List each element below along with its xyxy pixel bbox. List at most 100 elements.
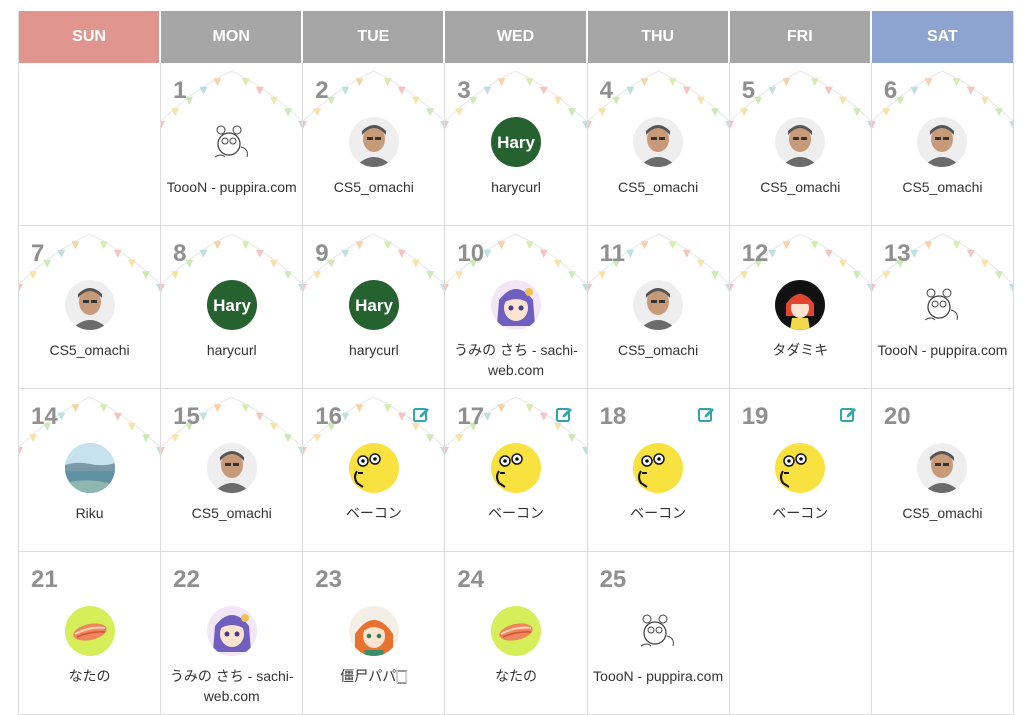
bacon-face-icon[interactable] bbox=[775, 443, 826, 493]
author-name[interactable]: CS5_omachi bbox=[49, 342, 130, 358]
author-name[interactable]: うみの さち - sachi-web.com bbox=[169, 668, 294, 704]
author-name[interactable]: なたの bbox=[68, 668, 111, 684]
day-cell[interactable]: 25 ToooN - puppira.com bbox=[587, 552, 730, 715]
bunting-decoration bbox=[871, 233, 1013, 292]
author-name[interactable]: ベーコン bbox=[630, 505, 687, 521]
author-name[interactable]: harycurl bbox=[206, 342, 257, 358]
doodle-icon[interactable] bbox=[917, 280, 968, 330]
day-cell[interactable]: 10 うみの さち - sachi-web.com bbox=[445, 226, 588, 389]
author-name[interactable]: ベーコン bbox=[772, 505, 829, 521]
author-name[interactable]: CS5_omachi bbox=[191, 505, 272, 521]
day-cell[interactable]: 24 なたの bbox=[445, 552, 588, 715]
day-cell[interactable]: 6 CS5_omachi bbox=[871, 63, 1014, 226]
edit-icon[interactable] bbox=[697, 405, 715, 423]
day-number: 10 bbox=[457, 240, 485, 267]
day-cell[interactable]: 16 ベーコン bbox=[303, 389, 446, 552]
doodle-icon[interactable] bbox=[633, 606, 684, 656]
author-name[interactable]: うみの さち - sachi-web.com bbox=[454, 342, 578, 378]
author-name[interactable]: Riku bbox=[75, 505, 104, 521]
doodle-icon[interactable] bbox=[206, 117, 257, 167]
red-hair-icon[interactable] bbox=[775, 280, 826, 330]
day-number: 22 bbox=[173, 566, 200, 593]
author-name[interactable]: 僵尸パパ🀆 bbox=[340, 668, 408, 684]
day-cell[interactable]: 17 ベーコン bbox=[445, 389, 588, 552]
man-icon[interactable] bbox=[917, 443, 968, 493]
bunting-decoration bbox=[303, 396, 445, 455]
hary-icon[interactable]: Hary bbox=[206, 280, 257, 330]
day-cell[interactable]: 11 CS5_omachi bbox=[587, 226, 730, 389]
author-name[interactable]: harycurl bbox=[491, 179, 541, 195]
hary-icon[interactable]: Hary bbox=[348, 280, 399, 330]
orange-hair-icon[interactable] bbox=[348, 606, 399, 656]
author-name[interactable]: CS5_omachi bbox=[760, 179, 841, 195]
anime-girl-icon[interactable] bbox=[206, 606, 257, 656]
day-cell[interactable]: 13 ToooN - puppira.com bbox=[871, 226, 1014, 389]
day-cell[interactable]: 3 Hary harycurl bbox=[445, 63, 588, 226]
day-cell[interactable]: 19 ベーコン bbox=[729, 389, 872, 552]
hary-icon[interactable]: Hary bbox=[490, 117, 541, 167]
author-name[interactable]: タダミキ bbox=[772, 342, 829, 358]
day-cell[interactable]: 12 タダミキ bbox=[729, 226, 872, 389]
bacon-face-icon[interactable] bbox=[348, 443, 399, 493]
author-name[interactable]: ToooN - puppira.com bbox=[877, 342, 1008, 358]
author-name[interactable]: CS5_omachi bbox=[618, 342, 699, 358]
day-cell[interactable]: 23 僵尸パパ🀆 bbox=[303, 552, 446, 715]
author-name[interactable]: CS5_omachi bbox=[333, 179, 414, 195]
day-cell[interactable]: 21 なたの bbox=[19, 552, 162, 715]
man-icon[interactable] bbox=[775, 117, 826, 167]
landscape-icon[interactable] bbox=[64, 443, 115, 493]
bunting-decoration bbox=[445, 233, 587, 292]
author-name[interactable]: ToooN - puppira.com bbox=[593, 668, 724, 684]
day-cell[interactable]: 4 CS5_omachi bbox=[587, 63, 730, 226]
edit-icon[interactable] bbox=[555, 405, 573, 423]
day-cell[interactable]: 14 Riku bbox=[19, 389, 162, 552]
man-icon[interactable] bbox=[633, 280, 684, 330]
weekday-header-wed: WED bbox=[445, 11, 588, 63]
day-number: 5 bbox=[741, 77, 756, 104]
author-name[interactable]: なたの bbox=[494, 668, 537, 684]
man-icon[interactable] bbox=[917, 117, 968, 167]
day-number: 20 bbox=[883, 403, 911, 430]
salmon-icon[interactable] bbox=[64, 606, 115, 656]
day-number: 13 bbox=[883, 240, 911, 267]
day-cell[interactable]: 7 CS5_omachi bbox=[19, 226, 162, 389]
weekday-header-sat: SAT bbox=[871, 11, 1014, 63]
weekday-header-mon: MON bbox=[161, 11, 304, 63]
author-name[interactable]: CS5_omachi bbox=[902, 179, 983, 195]
bunting-decoration bbox=[871, 70, 1013, 129]
author-name[interactable]: harycurl bbox=[348, 342, 399, 358]
man-icon[interactable] bbox=[633, 117, 684, 167]
day-number: 6 bbox=[883, 77, 898, 104]
edit-icon[interactable] bbox=[412, 405, 430, 423]
advent-calendar: SUN MON TUE WED THU FRI SAT 1 ToooN - pup… bbox=[18, 11, 1014, 715]
bunting-decoration bbox=[161, 396, 303, 455]
anime-girl-icon[interactable] bbox=[490, 280, 541, 330]
day-cell[interactable]: 22 うみの さち - sachi-web.com bbox=[161, 552, 304, 715]
salmon-icon[interactable] bbox=[490, 606, 541, 656]
man-icon[interactable] bbox=[206, 443, 257, 493]
author-name[interactable]: ベーコン bbox=[345, 505, 402, 521]
edit-icon[interactable] bbox=[839, 405, 857, 423]
author-name[interactable]: CS5_omachi bbox=[902, 505, 983, 521]
bacon-face-icon[interactable] bbox=[490, 443, 541, 493]
author-name[interactable]: ベーコン bbox=[487, 505, 544, 521]
man-icon[interactable] bbox=[348, 117, 399, 167]
day-cell[interactable]: 9 Hary harycurl bbox=[303, 226, 446, 389]
day-number: 2 bbox=[315, 77, 329, 104]
day-cell[interactable]: 8 Hary harycurl bbox=[161, 226, 304, 389]
author-name[interactable]: CS5_omachi bbox=[618, 179, 699, 195]
day-number: 15 bbox=[173, 403, 200, 430]
man-icon[interactable] bbox=[64, 280, 115, 330]
day-number: 9 bbox=[315, 240, 329, 267]
day-cell[interactable]: 2 CS5_omachi bbox=[303, 63, 446, 226]
svg-text:Hary: Hary bbox=[355, 296, 393, 315]
day-cell[interactable]: 5 CS5_omachi bbox=[729, 63, 872, 226]
day-cell[interactable]: 20 CS5_omachi bbox=[871, 389, 1014, 552]
day-number: 12 bbox=[741, 240, 769, 267]
weekday-header-thu: THU bbox=[587, 11, 730, 63]
author-name[interactable]: ToooN - puppira.com bbox=[166, 179, 297, 195]
day-cell[interactable]: 18 ベーコン bbox=[587, 389, 730, 552]
bacon-face-icon[interactable] bbox=[633, 443, 684, 493]
day-cell[interactable]: 1 ToooN - puppira.com bbox=[161, 63, 304, 226]
day-cell[interactable]: 15 CS5_omachi bbox=[161, 389, 304, 552]
